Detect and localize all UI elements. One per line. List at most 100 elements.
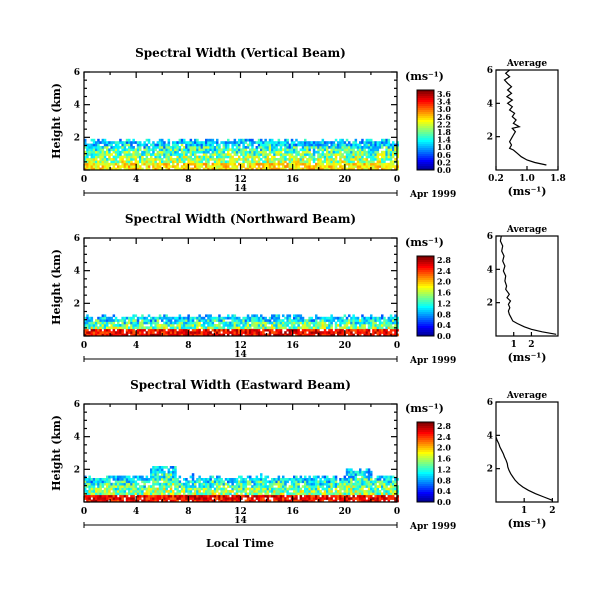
heatmap-cell (103, 141, 107, 144)
heatmap-cell (264, 138, 267, 142)
heatmap-cell (169, 316, 173, 320)
heatmap-cell (147, 138, 151, 142)
heatmap-cell (152, 475, 155, 479)
heatmap-cell (213, 478, 217, 481)
heatmap-cell (130, 148, 133, 152)
heatmap-cell (396, 165, 399, 168)
heatmap-cell (363, 478, 366, 481)
heatmap-cell (337, 333, 340, 337)
heatmap-cell (88, 487, 91, 491)
heatmap-cell (165, 319, 168, 322)
heatmap-cell (125, 480, 129, 484)
y-tick-label: 4 (74, 101, 80, 111)
heatmap-cell (180, 155, 184, 159)
heatmap-cell (249, 492, 252, 496)
heatmap-cell (352, 333, 355, 337)
heatmap-cell (101, 321, 105, 325)
heatmap-cell (145, 499, 149, 503)
heatmap-cell (191, 143, 195, 147)
heatmap-cell (216, 480, 219, 484)
heatmap-cell (147, 497, 151, 500)
colorbar-segment (417, 496, 434, 499)
heatmap-cell (308, 321, 311, 325)
heatmap-cell (222, 331, 226, 334)
heatmap-cell (367, 492, 371, 496)
heatmap-cell (262, 494, 265, 498)
heatmap-cell (128, 143, 131, 147)
heatmap-cell (310, 480, 314, 484)
heatmap-cell (132, 490, 135, 493)
heatmap-cell (334, 494, 338, 498)
heatmap-cell (394, 165, 397, 168)
heatmap-cell (330, 485, 333, 488)
heatmap-cell (304, 478, 307, 481)
heatmap-cell (117, 141, 120, 144)
heatmap-cell (117, 324, 120, 327)
heatmap-cell (161, 473, 164, 476)
heatmap-cell (372, 487, 375, 491)
heatmap-cell (266, 155, 270, 159)
heatmap-cell (339, 333, 342, 337)
heatmap-cell (387, 326, 391, 330)
heatmap-cell (244, 160, 248, 164)
heatmap-cell (165, 480, 168, 484)
heatmap-cell (275, 153, 278, 156)
heatmap-cell (242, 324, 245, 327)
heatmap-cell (257, 138, 261, 142)
heatmap-cell (378, 141, 382, 144)
heatmap-cell (339, 485, 342, 488)
heatmap-cell (139, 155, 142, 159)
heatmap-cell (123, 333, 127, 337)
heatmap-cell (262, 499, 265, 503)
heatmap-cell (345, 328, 349, 332)
heatmap-cell (257, 316, 261, 320)
heatmap-cell (341, 155, 344, 159)
heatmap-cell (158, 492, 162, 496)
heatmap-cell (117, 167, 120, 171)
heatmap-cell (279, 321, 283, 325)
heatmap-cell (392, 328, 395, 332)
heatmap-cell (112, 333, 116, 337)
heatmap-cell (112, 160, 116, 164)
heatmap-cell (178, 155, 182, 159)
colorbar-segment (417, 90, 434, 93)
heatmap-cell (326, 150, 329, 154)
heatmap-cell (242, 319, 245, 322)
heatmap-cell (328, 492, 331, 496)
heatmap-cell (97, 155, 100, 159)
heatmap-cell (112, 487, 116, 491)
heatmap-cell (156, 492, 160, 496)
heatmap-cell (165, 497, 168, 500)
heatmap-cell (308, 153, 311, 156)
heatmap-cell (385, 158, 388, 161)
heatmap-cell (207, 162, 210, 166)
heatmap-cell (167, 316, 171, 320)
heatmap-cell (196, 150, 199, 154)
colorbar-segment (417, 166, 434, 169)
heatmap-cell (354, 321, 358, 325)
heatmap-cell (128, 478, 131, 481)
heatmap-cell (128, 490, 131, 493)
heatmap-cell (264, 485, 267, 488)
heatmap-cell (345, 316, 349, 320)
heatmap-cell (260, 167, 263, 171)
heatmap-cell (97, 153, 100, 156)
heatmap-cell (359, 487, 362, 491)
heatmap-cell (383, 165, 386, 168)
heatmap-cell (198, 331, 201, 334)
heatmap-cell (106, 141, 109, 144)
heatmap-cell (332, 482, 336, 486)
heatmap-cell (317, 324, 320, 327)
heatmap-cell (244, 148, 248, 152)
heatmap-cell (383, 480, 386, 484)
heatmap-cell (381, 141, 384, 144)
heatmap-cell (361, 328, 364, 332)
heatmap-cell (128, 158, 131, 161)
heatmap-cell (370, 143, 373, 147)
heatmap-cell (154, 155, 157, 159)
heatmap-cell (209, 475, 212, 479)
heatmap-cell (271, 316, 274, 320)
heatmap-cell (264, 475, 267, 479)
heatmap-cell (279, 333, 283, 337)
heatmap-cell (361, 150, 364, 154)
